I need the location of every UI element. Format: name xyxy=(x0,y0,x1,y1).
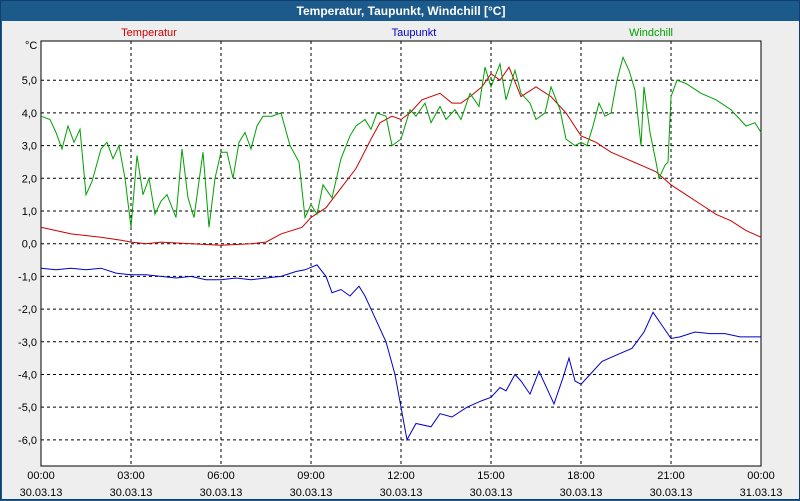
series-line-temperatur xyxy=(40,66,762,246)
x-tick-time: 15:00 xyxy=(477,470,505,482)
x-tick-date: 30.03.13 xyxy=(110,487,153,499)
y-tick-label: -3,0 xyxy=(18,337,37,349)
y-tick-label: -2,0 xyxy=(18,304,37,316)
y-tick-label: 5,0 xyxy=(22,75,37,87)
y-unit-label: °C xyxy=(25,40,37,52)
x-tick-date: 30.03.13 xyxy=(20,487,63,499)
y-tick-label: 4,0 xyxy=(22,108,37,120)
y-tick-label: 2,0 xyxy=(22,173,37,185)
y-tick-label: 1,0 xyxy=(22,206,37,218)
x-tick-date: 30.03.13 xyxy=(380,487,423,499)
x-tick-date: 30.03.13 xyxy=(200,487,243,499)
x-tick-date: 30.03.13 xyxy=(560,487,603,499)
x-tick-date: 30.03.13 xyxy=(650,487,693,499)
legend: Temperatur Taupunkt Windchill xyxy=(121,27,673,39)
y-tick-label: 3,0 xyxy=(22,141,37,153)
y-axis-ticks: 5,0 4,0 3,0 2,0 1,0 0,0 -1,0 -2,0 -3,0 -4,0 -5,0 -6… xyxy=(18,75,37,447)
x-tick-time: 18:00 xyxy=(567,470,595,482)
x-tick-date: 30.03.13 xyxy=(290,487,333,499)
series-line-taupunkt xyxy=(40,264,761,442)
x-tick-time: 12:00 xyxy=(387,470,415,482)
series-line-windchill xyxy=(40,55,762,228)
x-tick-time: 21:00 xyxy=(657,470,685,482)
x-tick-time: 09:00 xyxy=(297,470,325,482)
x-tick-time: 00:00 xyxy=(27,470,55,482)
y-tick-label: -4,0 xyxy=(18,369,37,381)
x-tick-time: 03:00 xyxy=(117,470,145,482)
y-tick-label: -1,0 xyxy=(18,271,37,283)
x-tick-time: 06:00 xyxy=(207,470,235,482)
legend-item-taupunkt: Taupunkt xyxy=(392,27,437,39)
series-lines xyxy=(40,55,762,442)
x-tick-date: 31.03.13 xyxy=(740,487,783,499)
window-title: Temperatur, Taupunkt, Windchill [°C] xyxy=(296,4,506,18)
y-tick-label: 0,0 xyxy=(22,239,37,251)
x-tick-time: 00:00 xyxy=(747,470,775,482)
y-tick-label: -6,0 xyxy=(18,435,37,447)
x-tick-date: 30.03.13 xyxy=(470,487,513,499)
x-axis-ticks: 00:00 30.03.13 03:00 30.03.13 06:00 30.03.13 0… xyxy=(20,470,783,499)
y-tick-label: -5,0 xyxy=(18,402,37,414)
legend-item-temperatur: Temperatur xyxy=(121,27,177,39)
legend-item-windchill: Windchill xyxy=(629,27,673,39)
grid-lines xyxy=(41,41,761,466)
